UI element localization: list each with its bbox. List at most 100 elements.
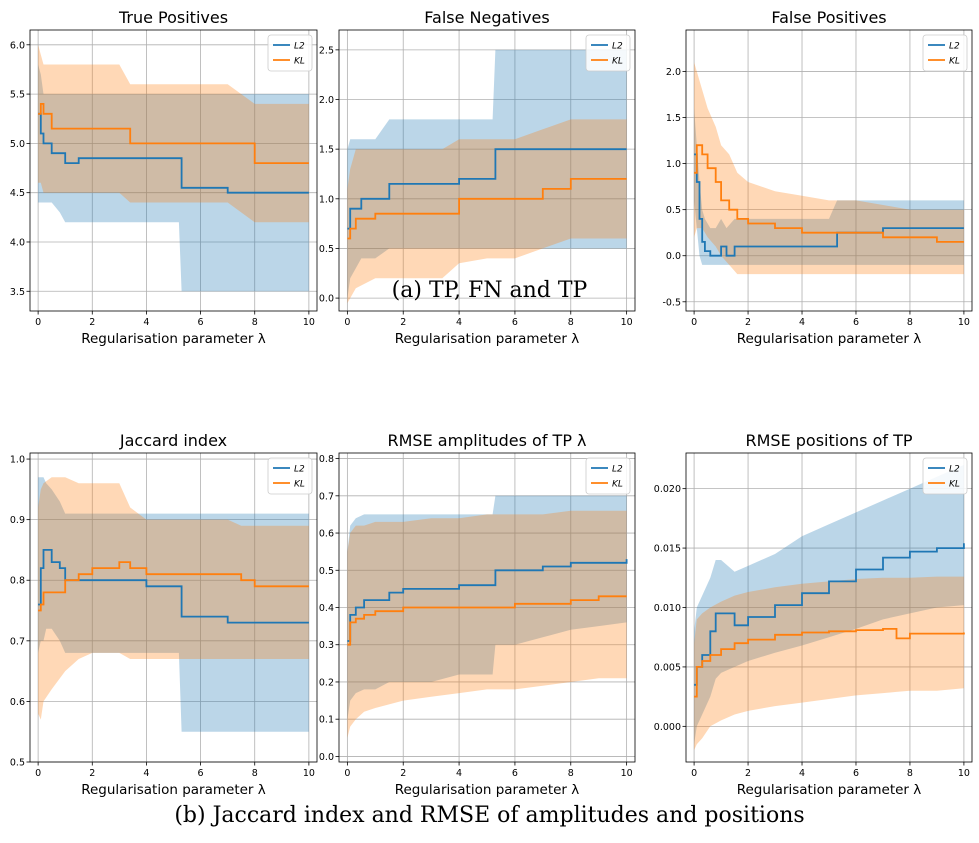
series-line-kl: [38, 561, 309, 612]
band-kl: [38, 44, 309, 223]
x-tick-label: 0: [35, 317, 41, 328]
y-tick-label: -0.5: [662, 297, 681, 308]
chart-title: False Positives: [771, 8, 886, 27]
chart-title: Jaccard index: [119, 431, 227, 450]
chart-title: True Positives: [118, 8, 228, 27]
y-tick-label: 0.5: [10, 758, 25, 769]
x-tick-label: 4: [143, 317, 149, 328]
y-tick-label: 2.5: [319, 45, 334, 56]
plot-area: [694, 62, 964, 275]
x-tick-label: 2: [400, 317, 406, 328]
y-tick-label: 0.2: [319, 677, 334, 688]
series-line-l2: [347, 148, 627, 230]
plot-area: [38, 477, 309, 732]
y-tick-label: 2.0: [319, 95, 334, 106]
x-tick-label: 10: [621, 317, 633, 328]
x-tick-label: 8: [907, 317, 913, 328]
y-tick-label: 0.4: [319, 603, 334, 614]
legend: L2 KL: [267, 457, 313, 495]
legend-box: [585, 34, 631, 72]
legend: L2 KL: [585, 457, 631, 495]
series-line-kl: [347, 178, 627, 240]
band-l2: [694, 108, 964, 265]
x-axis-label: Regularisation parameter λ: [737, 331, 922, 347]
band-kl: [694, 62, 964, 275]
legend-label-l2: L2: [612, 42, 623, 52]
band-kl: [347, 119, 627, 304]
legend-box: [922, 34, 968, 72]
x-axis-label: Regularisation parameter λ: [395, 331, 580, 347]
y-tick-label: 1.5: [666, 113, 681, 124]
legend-box: [922, 457, 968, 495]
x-tick-label: 4: [799, 317, 805, 328]
caption-a: (a) TP, FN and TP: [391, 278, 588, 303]
chart-panel-4: 0 2 4 6 8 10 0.5 0.6 0.7 0.8 0.9 1.0 Jaccard index Re…: [10, 431, 318, 798]
y-tick-label: 0.0: [319, 752, 334, 763]
legend: L2 KL: [585, 34, 631, 72]
band-kl: [347, 510, 627, 738]
x-tick-label: 0: [691, 768, 697, 779]
chart-panel-1: 0 2 4 6 8 10 3.5 4.0 4.5 5.0 5.5 6.0 True Positives R…: [10, 8, 318, 347]
y-tick-label: 5.5: [10, 90, 25, 101]
x-tick-label: 8: [252, 768, 258, 779]
legend-box: [267, 457, 313, 495]
legend-box: [585, 457, 631, 495]
legend-label-kl: KL: [294, 480, 305, 490]
legend: L2 KL: [922, 457, 968, 495]
caption-b: (b) Jaccard index and RMSE of amplitudes…: [174, 803, 805, 828]
x-tick-label: 0: [344, 317, 350, 328]
y-tick-label: 0.3: [319, 640, 334, 651]
x-tick-label: 2: [745, 768, 751, 779]
series-line-kl: [347, 595, 627, 646]
y-tick-label: 0.8: [319, 454, 334, 465]
x-tick-label: 8: [252, 317, 258, 328]
axes-frame: [685, 29, 973, 312]
plot-area: [694, 464, 965, 751]
y-tick-label: 0.020: [654, 484, 681, 495]
series-line-kl: [38, 103, 309, 164]
legend-label-kl: KL: [949, 57, 960, 67]
x-tick-label: 6: [853, 768, 859, 779]
y-tick-label: 1.0: [666, 159, 681, 170]
series-line-kl: [694, 144, 964, 243]
x-axis-label: Regularisation parameter λ: [81, 331, 266, 347]
band-l2: [347, 49, 627, 299]
y-tick-label: 1.5: [319, 145, 334, 156]
x-tick-label: 2: [89, 768, 95, 779]
axes-frame: [338, 29, 636, 312]
legend-label-l2: L2: [294, 465, 305, 475]
series-line-l2: [694, 543, 965, 686]
legend-label-kl: KL: [612, 480, 623, 490]
legend-label-l2: L2: [294, 42, 305, 52]
x-tick-label: 10: [958, 768, 970, 779]
y-tick-label: 0.0: [319, 294, 334, 305]
x-tick-label: 4: [456, 317, 462, 328]
y-tick-label: 0.1: [319, 715, 334, 726]
y-tick-label: 3.5: [10, 287, 25, 298]
legend-label-kl: KL: [949, 480, 960, 490]
y-tick-label: 0.015: [654, 544, 681, 555]
plot-area: [347, 495, 628, 738]
x-tick-label: 2: [89, 317, 95, 328]
x-tick-label: 0: [35, 768, 41, 779]
axes-frame: [685, 452, 973, 763]
y-tick-label: 0.6: [10, 697, 25, 708]
x-tick-label: 10: [621, 768, 633, 779]
y-tick-label: 0.5: [319, 244, 334, 255]
band-kl: [38, 477, 309, 720]
chart-panel-5: 0 2 4 6 8 10 0.0 0.1 0.2 0.3 0.4 0.5 0.6 0.7 0.8 RMSE a…: [319, 431, 636, 798]
legend-box: [267, 34, 313, 72]
series-line-l2: [38, 549, 309, 624]
y-tick-label: 0.010: [654, 603, 681, 614]
y-tick-label: 1.0: [10, 455, 25, 466]
plot-area: [38, 44, 309, 292]
y-tick-label: 4.5: [10, 188, 25, 199]
axes-frame: [29, 452, 318, 763]
y-tick-label: 5.0: [10, 139, 25, 150]
x-tick-label: 0: [691, 317, 697, 328]
x-tick-label: 6: [512, 317, 518, 328]
plot-area: [347, 49, 627, 304]
y-tick-label: 0.9: [10, 515, 25, 526]
x-tick-label: 0: [344, 768, 350, 779]
